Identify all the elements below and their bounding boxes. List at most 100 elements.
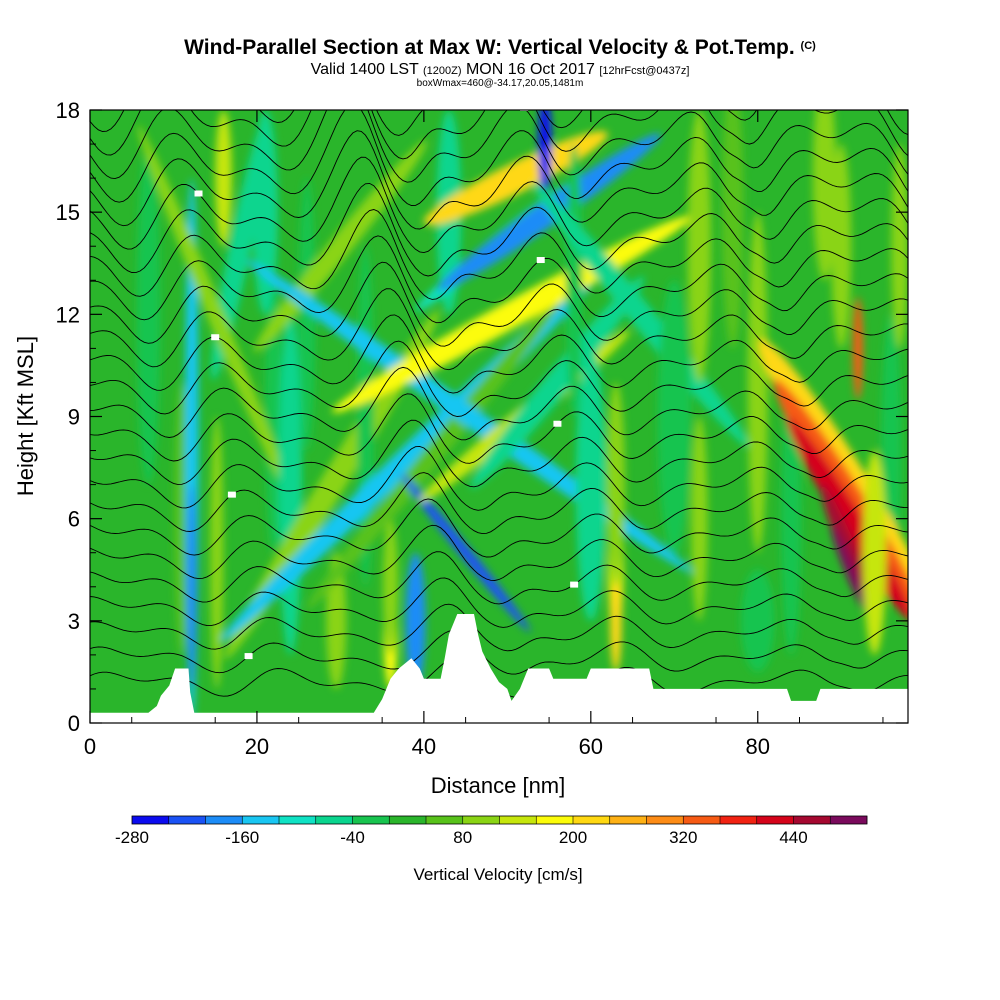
velocity-cell-43 bbox=[781, 382, 802, 655]
colorbar-swatch-14 bbox=[646, 816, 684, 824]
colorbar-swatch-11 bbox=[536, 816, 574, 824]
velocity-cell-45 bbox=[831, 144, 852, 349]
contour-label-16 bbox=[536, 257, 545, 264]
velocity-cell-12 bbox=[224, 310, 440, 659]
colorbar-swatch-5 bbox=[315, 816, 353, 824]
isentrope-18 bbox=[90, 182, 908, 277]
velocity-cell-39 bbox=[690, 416, 708, 621]
velocity-cell-11 bbox=[298, 178, 316, 451]
y-tick-label-6: 6 bbox=[68, 507, 80, 532]
terrain-mask bbox=[90, 614, 908, 723]
velocity-cell-32 bbox=[575, 348, 606, 621]
isentrope-10 bbox=[90, 393, 908, 464]
velocity-cell-35 bbox=[606, 382, 626, 587]
velocity-cell-29 bbox=[538, 110, 552, 196]
isentrope-3 bbox=[90, 577, 908, 628]
colorbar-swatch-7 bbox=[389, 816, 427, 824]
colorbar-swatch-10 bbox=[499, 816, 537, 824]
colorbar-tick-200: 200 bbox=[559, 828, 587, 847]
colorbar-swatch-9 bbox=[462, 816, 500, 824]
isentrope-4 bbox=[90, 551, 908, 605]
colorbar-swatch-15 bbox=[683, 816, 721, 824]
colorbar-swatch-8 bbox=[426, 816, 464, 824]
colorbar-swatch-3 bbox=[242, 816, 280, 824]
velocity-cell-25 bbox=[423, 131, 608, 226]
velocity-cell-23 bbox=[400, 473, 531, 632]
isentrope-19 bbox=[90, 156, 908, 254]
x-tick-label-0: 0 bbox=[84, 734, 96, 759]
velocity-cell-5 bbox=[186, 484, 197, 689]
colorbar-swatch-12 bbox=[573, 816, 611, 824]
y-tick-label-0: 0 bbox=[68, 711, 80, 736]
y-tick-label-12: 12 bbox=[56, 302, 80, 327]
velocity-cell-44 bbox=[812, 110, 837, 281]
velocity-cell-40 bbox=[721, 110, 744, 349]
colorbar-swatch-6 bbox=[352, 816, 390, 824]
isentrope-6 bbox=[90, 498, 908, 558]
chart-box-info: boxWmax=460@-34.17,20.05,1481m bbox=[416, 78, 584, 89]
colorbar-swatch-13 bbox=[609, 816, 647, 824]
colorbar-swatch-2 bbox=[205, 816, 243, 824]
velocity-cell-31 bbox=[565, 144, 583, 417]
isentrope-2 bbox=[90, 603, 908, 652]
isentrope-8 bbox=[90, 445, 908, 511]
colorbar-swatch-4 bbox=[279, 816, 317, 824]
colorbar: -280 -160 -40 80 200 320 440 bbox=[115, 815, 868, 847]
colorbar-swatch-1 bbox=[168, 816, 206, 824]
velocity-cell-20 bbox=[307, 292, 566, 610]
colorbar-swatch-19 bbox=[830, 816, 868, 824]
isentrope-12 bbox=[90, 340, 908, 417]
isentrope-13 bbox=[90, 314, 908, 394]
colorbar-tick-80: 80 bbox=[453, 828, 472, 847]
contour-label-4 bbox=[570, 581, 579, 588]
velocity-cell-37 bbox=[657, 280, 691, 553]
velocity-cell-34 bbox=[610, 569, 622, 672]
velocity-cell-54 bbox=[862, 450, 887, 655]
velocity-cell-53 bbox=[852, 297, 863, 400]
isentrope-15 bbox=[90, 261, 908, 347]
chart-title: Wind-Parallel Section at Max W: Vertical… bbox=[184, 36, 816, 59]
y-tick-label-9: 9 bbox=[68, 405, 80, 430]
isentrope-7 bbox=[90, 472, 908, 535]
y-tick-label-18: 18 bbox=[56, 98, 80, 123]
y-tick-label-3: 3 bbox=[68, 609, 80, 634]
colorbar-swatch-16 bbox=[720, 816, 758, 824]
contour-label-1 bbox=[244, 653, 253, 660]
axes: 0 20 40 60 80 0 3 6 9 12 15 18 bbox=[56, 98, 908, 759]
isentrope-21 bbox=[90, 110, 908, 206]
velocity-cell-7 bbox=[210, 416, 224, 689]
chart-subtitle: Valid 1400 LST (1200Z) MON 16 Oct 2017 [… bbox=[310, 61, 690, 78]
contour-label-19 bbox=[194, 190, 203, 197]
isentrope-20 bbox=[90, 130, 908, 230]
x-tick-label-80: 80 bbox=[746, 734, 770, 759]
isentrope-9 bbox=[90, 419, 908, 488]
x-tick-label-40: 40 bbox=[412, 734, 436, 759]
velocity-cell-30 bbox=[470, 276, 645, 489]
colorbar-label: Vertical Velocity [cm/s] bbox=[413, 865, 582, 884]
isentrope-5 bbox=[90, 524, 908, 581]
velocity-cell-9 bbox=[252, 110, 278, 315]
contour-label-10 bbox=[553, 420, 562, 427]
copyright-mark: (C) bbox=[800, 40, 816, 52]
isentrope-16 bbox=[90, 235, 908, 324]
x-axis-label: Distance [nm] bbox=[431, 773, 566, 798]
colorbar-swatch-18 bbox=[793, 816, 831, 824]
velocity-cell-36 bbox=[532, 182, 749, 447]
colorbar-swatch-0 bbox=[132, 816, 170, 824]
isentrope-22 bbox=[90, 110, 908, 183]
isentrope-23 bbox=[90, 110, 908, 160]
velocity-cell-41 bbox=[747, 212, 768, 553]
theta-contours bbox=[90, 110, 908, 699]
contour-label-7 bbox=[227, 491, 236, 498]
x-tick-label-60: 60 bbox=[579, 734, 603, 759]
velocity-cell-38 bbox=[687, 110, 712, 383]
y-tick-label-15: 15 bbox=[56, 200, 80, 225]
colorbar-tick--160: -160 bbox=[225, 828, 259, 847]
velocity-cell-8 bbox=[215, 110, 232, 247]
colorbar-tick-320: 320 bbox=[669, 828, 697, 847]
isentrope-1 bbox=[90, 630, 908, 675]
isentrope-11 bbox=[90, 366, 908, 441]
velocity-cell-2 bbox=[265, 280, 282, 553]
contour-label-13 bbox=[211, 334, 220, 341]
